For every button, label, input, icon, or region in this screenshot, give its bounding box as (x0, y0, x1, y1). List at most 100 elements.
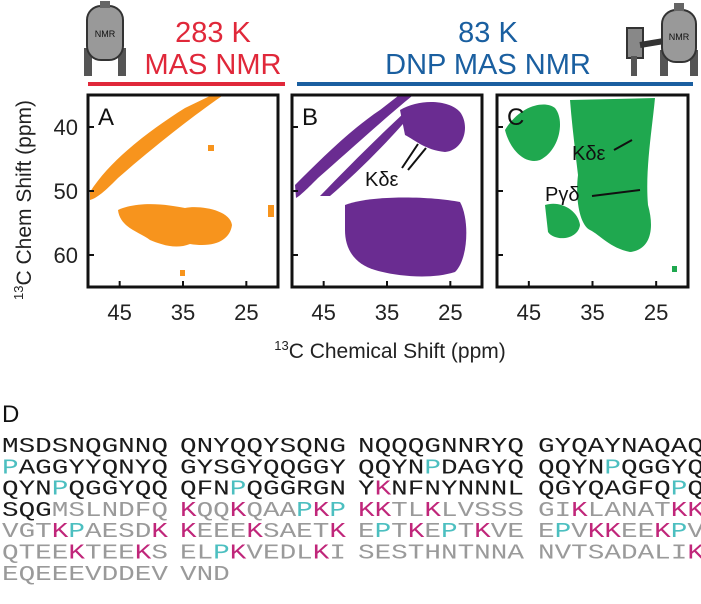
annotation-line (401, 143, 419, 169)
residue: Q (621, 457, 638, 480)
residue: I (555, 500, 572, 523)
residue: K (604, 521, 621, 544)
residue: P (555, 521, 572, 544)
residue: N (102, 500, 119, 523)
residue: Y (441, 479, 458, 502)
residue: G (313, 457, 330, 480)
residue: N (118, 457, 135, 480)
residue: S (491, 500, 508, 523)
residue: G (180, 457, 197, 480)
residue: E (2, 564, 19, 587)
x-tick-label: 45 (107, 300, 131, 325)
residue: G (52, 457, 69, 480)
residue: A (604, 479, 621, 502)
residue: E (230, 521, 247, 544)
annotation: Kδε (572, 143, 605, 165)
residue: N (588, 457, 605, 480)
spectrum-a (90, 95, 274, 276)
x-tick-label: 35 (375, 300, 399, 325)
residue: K (135, 543, 152, 566)
residue: K (329, 521, 346, 544)
x-tick-label: 25 (644, 300, 668, 325)
icon-text: NMR (95, 29, 116, 39)
residue: D (118, 564, 135, 587)
spectrum-b (295, 96, 467, 277)
residue: Q (197, 500, 214, 523)
residue: E (35, 564, 52, 587)
residue: Q (538, 479, 555, 502)
residue: G (621, 479, 638, 502)
residue: S (213, 457, 230, 480)
panel-label: B (302, 104, 318, 131)
residue: Q (588, 479, 605, 502)
residue: Q (246, 500, 263, 523)
residue: Q (230, 436, 247, 459)
residue: R (296, 479, 313, 502)
residue: T (313, 521, 330, 544)
residue: D (621, 543, 638, 566)
y-tick-label: 40 (54, 115, 78, 140)
residue: Y (213, 436, 230, 459)
residue: G (654, 457, 671, 480)
residue: A (638, 500, 655, 523)
x-axis-title-text: C Chemical Shift (ppm) (289, 340, 506, 363)
residue: Q (2, 479, 19, 502)
residue: G (230, 457, 247, 480)
residue: A (263, 500, 280, 523)
residue: D (213, 564, 230, 587)
x-tick-label: 25 (438, 300, 462, 325)
residue: K (687, 500, 701, 523)
annotation-line (591, 189, 641, 197)
residue: L (654, 543, 671, 566)
method-right: DNP MAS NMR (385, 49, 591, 81)
annotation-line (613, 139, 633, 151)
residue: K (180, 500, 197, 523)
residue: A (507, 543, 524, 566)
residue: F (135, 500, 152, 523)
residue: G (474, 457, 491, 480)
residue: S (474, 500, 491, 523)
residue: S (507, 500, 524, 523)
residue: Q (213, 500, 230, 523)
residue: Q (19, 564, 36, 587)
residue: S (263, 521, 280, 544)
residue: N (135, 436, 152, 459)
residue: V (85, 564, 102, 587)
residue: E (375, 543, 392, 566)
residue: Y (19, 479, 36, 502)
residue: V (571, 521, 588, 544)
residue: A (19, 457, 36, 480)
residue: G (538, 500, 555, 523)
residue: G (85, 479, 102, 502)
residue: Q (408, 436, 425, 459)
residue: I (671, 543, 688, 566)
residue: F (638, 479, 655, 502)
residue: G (538, 436, 555, 459)
residue: V (458, 500, 475, 523)
residue: E (118, 543, 135, 566)
residue: Y (135, 457, 152, 480)
residue: K (68, 543, 85, 566)
residue: Q (507, 436, 524, 459)
residue: E (135, 564, 152, 587)
residue: E (296, 521, 313, 544)
residue: Q (687, 457, 701, 480)
residue: E (424, 521, 441, 544)
residue: E (102, 521, 119, 544)
residue: D (35, 436, 52, 459)
residue: E (358, 521, 375, 544)
residue: G (638, 457, 655, 480)
residue: N (458, 436, 475, 459)
residue: Q (151, 457, 168, 480)
residue: Q (151, 479, 168, 502)
residue: K (151, 521, 168, 544)
